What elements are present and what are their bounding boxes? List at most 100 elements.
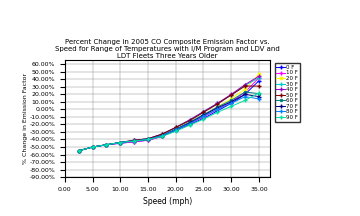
60 F <box>160 134 164 137</box>
90 F <box>104 143 109 146</box>
80 F <box>229 102 233 105</box>
10 F <box>229 101 233 103</box>
40 F <box>174 126 178 129</box>
0 F <box>146 139 150 141</box>
60 F <box>243 91 247 93</box>
X-axis label: Speed (mph): Speed (mph) <box>143 197 192 206</box>
90 F <box>132 140 136 142</box>
60 F <box>229 99 233 102</box>
90 F <box>118 141 122 144</box>
30 F <box>188 119 192 121</box>
60 F <box>201 113 206 116</box>
80 F <box>90 146 95 148</box>
60 F <box>104 143 109 146</box>
10 F <box>118 142 122 145</box>
50 F <box>174 126 178 129</box>
10 F <box>160 135 164 138</box>
90 F <box>229 105 233 108</box>
30 F <box>90 146 95 148</box>
60 F <box>257 92 261 95</box>
50 F <box>201 111 206 114</box>
Line: 20 F: 20 F <box>77 72 261 152</box>
Line: 10 F: 10 F <box>77 76 261 153</box>
Line: 0 F: 0 F <box>77 79 261 153</box>
Line: 30 F: 30 F <box>77 76 261 153</box>
10 F <box>146 139 150 141</box>
40 F <box>229 93 233 96</box>
Line: 80 F: 80 F <box>77 95 261 153</box>
60 F <box>174 128 178 130</box>
10 F <box>77 149 81 152</box>
80 F <box>215 108 220 111</box>
60 F <box>215 106 220 108</box>
20 F <box>146 138 150 141</box>
70 F <box>188 122 192 124</box>
20 F <box>90 146 95 148</box>
80 F <box>146 138 150 141</box>
40 F <box>201 110 206 113</box>
50 F <box>215 103 220 105</box>
80 F <box>118 141 122 144</box>
90 F <box>201 118 206 121</box>
0 F <box>215 110 220 112</box>
Line: 50 F: 50 F <box>77 84 261 153</box>
Line: 70 F: 70 F <box>77 92 261 153</box>
30 F <box>132 139 136 141</box>
20 F <box>188 121 192 124</box>
20 F <box>160 134 164 137</box>
20 F <box>77 149 81 152</box>
40 F <box>90 146 95 148</box>
80 F <box>257 98 261 100</box>
70 F <box>90 146 95 148</box>
60 F <box>90 146 95 148</box>
40 F <box>257 75 261 78</box>
40 F <box>188 119 192 121</box>
30 F <box>229 94 233 96</box>
50 F <box>243 85 247 87</box>
20 F <box>118 141 122 144</box>
40 F <box>243 83 247 86</box>
80 F <box>188 122 192 125</box>
50 F <box>118 141 122 144</box>
20 F <box>257 73 261 75</box>
90 F <box>77 149 81 152</box>
30 F <box>118 141 122 144</box>
50 F <box>229 94 233 96</box>
0 F <box>118 142 122 145</box>
10 F <box>174 129 178 131</box>
40 F <box>118 141 122 144</box>
50 F <box>160 133 164 135</box>
50 F <box>257 85 261 87</box>
90 F <box>146 138 150 141</box>
0 F <box>201 117 206 120</box>
70 F <box>118 141 122 144</box>
Y-axis label: % Change in Emission Factor: % Change in Emission Factor <box>23 73 28 164</box>
90 F <box>257 92 261 94</box>
90 F <box>90 146 95 148</box>
10 F <box>215 108 220 111</box>
90 F <box>160 135 164 138</box>
40 F <box>146 137 150 140</box>
30 F <box>215 102 220 105</box>
70 F <box>160 134 164 137</box>
60 F <box>146 138 150 141</box>
Line: 40 F: 40 F <box>77 74 261 153</box>
30 F <box>174 126 178 129</box>
70 F <box>229 101 233 103</box>
50 F <box>104 143 109 146</box>
0 F <box>132 140 136 143</box>
80 F <box>132 140 136 142</box>
90 F <box>188 124 192 127</box>
0 F <box>243 93 247 96</box>
40 F <box>215 102 220 105</box>
80 F <box>174 129 178 131</box>
70 F <box>146 138 150 141</box>
80 F <box>104 143 109 146</box>
90 F <box>215 111 220 114</box>
80 F <box>160 134 164 137</box>
20 F <box>132 140 136 142</box>
70 F <box>243 93 247 96</box>
20 F <box>174 128 178 130</box>
30 F <box>243 84 247 87</box>
20 F <box>201 113 206 116</box>
